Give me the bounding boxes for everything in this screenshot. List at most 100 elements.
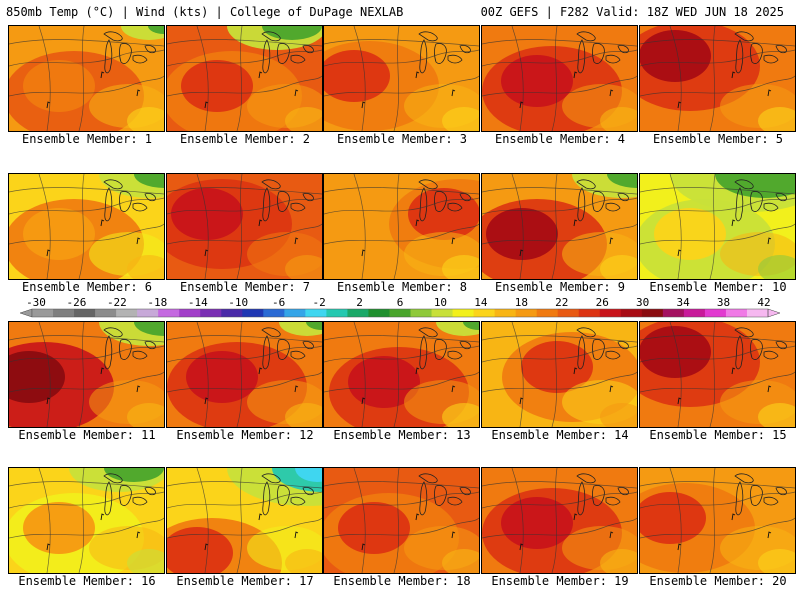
height-contour <box>9 345 164 363</box>
height-contour <box>38 26 51 131</box>
cold-core <box>134 322 164 336</box>
height-contour <box>551 174 558 279</box>
hot-core <box>23 502 95 554</box>
wind-barb <box>573 71 578 79</box>
temperature-map <box>640 174 795 279</box>
colorbar-tick-label: -2 <box>312 296 325 309</box>
colorbar-swatch <box>389 309 412 317</box>
mild-region <box>127 107 164 131</box>
height-contour <box>167 49 322 67</box>
colorbar-tick-label: -26 <box>67 296 87 309</box>
map-frame <box>323 25 480 132</box>
wind-barb <box>46 397 51 405</box>
wind-barb <box>415 219 420 227</box>
height-contour <box>38 174 51 279</box>
height-contour <box>393 322 400 427</box>
hot-core <box>171 188 243 240</box>
height-contour <box>709 322 716 427</box>
height-contour <box>482 481 637 489</box>
hot-core <box>408 188 479 240</box>
colorbar-arrow-left <box>19 308 33 318</box>
temperature-map <box>9 174 164 279</box>
member-caption: Ensemble Member: 12 <box>176 428 314 442</box>
wind-barb <box>46 543 51 551</box>
wind-barb <box>677 101 682 109</box>
great-lakes-outline <box>576 179 629 222</box>
cold-core <box>148 26 164 34</box>
height-contour <box>78 468 85 573</box>
mild-region <box>285 107 322 131</box>
cold-core <box>306 322 322 330</box>
mild-region <box>285 549 322 573</box>
colorbar-swatch <box>662 309 685 317</box>
member-caption: Ensemble Member: 15 <box>649 428 787 442</box>
hot-core <box>167 527 233 573</box>
height-contour <box>9 481 164 489</box>
height-contour <box>324 187 479 195</box>
wind-barb <box>415 71 420 79</box>
colorbar-tick-label: 38 <box>717 296 730 309</box>
height-contour <box>324 75 479 97</box>
wind-barb <box>677 249 682 257</box>
height-contour <box>78 26 85 131</box>
colorbar-tick-label: 6 <box>397 296 404 309</box>
map-frame <box>481 173 638 280</box>
wind-barb <box>767 89 772 97</box>
wind-barb <box>361 249 366 257</box>
wind-barb <box>46 101 51 109</box>
mild-region <box>758 107 795 131</box>
height-contour <box>640 187 795 195</box>
wind-barb <box>451 89 456 97</box>
wind-barb <box>519 543 524 551</box>
colorbar-swatch <box>473 309 496 317</box>
height-contour <box>167 481 322 489</box>
great-lakes-outline <box>103 31 156 74</box>
mild-region <box>758 549 795 573</box>
map-frame <box>639 25 796 132</box>
height-contour <box>167 187 322 195</box>
temperature-map <box>167 322 322 427</box>
colorbar-swatch <box>158 309 180 317</box>
wind-barb <box>767 237 772 245</box>
height-contour <box>482 517 637 539</box>
colorbar-swatch <box>221 309 243 317</box>
colorbar-tick-label: 14 <box>474 296 488 309</box>
height-contour <box>167 75 322 97</box>
height-contour <box>353 26 366 131</box>
colorbar-swatch <box>32 309 54 317</box>
member-caption: Ensemble Member: 16 <box>18 574 156 588</box>
height-contour <box>482 197 637 215</box>
hot-core <box>640 326 711 378</box>
mild-region <box>758 403 795 427</box>
height-contour <box>482 223 637 245</box>
colorbar-swatch <box>410 309 433 317</box>
height-contour <box>324 491 479 509</box>
height-contour <box>640 49 795 67</box>
cold-core <box>607 174 637 188</box>
wind-barb <box>677 397 682 405</box>
colorbar-swatch <box>725 309 748 317</box>
wind-barb <box>258 513 263 521</box>
great-lakes-outline <box>261 179 314 222</box>
great-lakes-outline <box>734 31 787 74</box>
height-contour <box>324 345 479 363</box>
height-contour <box>167 371 322 393</box>
wind-barb <box>294 89 299 97</box>
height-contour <box>511 468 524 573</box>
wind-barb <box>100 513 105 521</box>
colorbar-swatch <box>452 309 475 317</box>
wind-barb <box>609 237 614 245</box>
height-contour <box>9 223 164 245</box>
height-contour <box>709 174 716 279</box>
height-contour <box>9 187 164 195</box>
wind-barb <box>136 89 141 97</box>
wind-barb <box>609 385 614 393</box>
temperature-map <box>482 322 637 427</box>
member-caption: Ensemble Member: 13 <box>333 428 471 442</box>
height-contour <box>167 197 322 215</box>
great-lakes-outline <box>103 473 156 516</box>
colorbar-swatch <box>368 309 390 317</box>
temperature-map <box>167 174 322 279</box>
colorbar-tick-label: 10 <box>434 296 447 309</box>
temperature-map <box>9 322 164 427</box>
